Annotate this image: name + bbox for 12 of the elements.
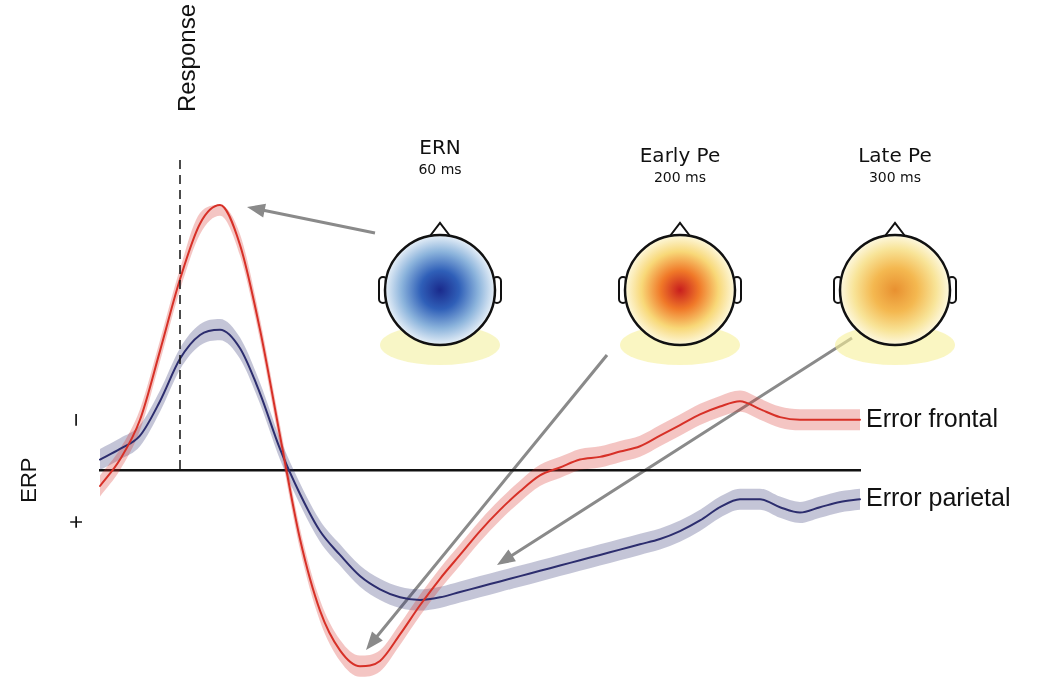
text: Early Pe xyxy=(638,143,722,167)
text: + xyxy=(61,515,89,530)
text: 200 ms xyxy=(652,168,708,187)
text: ERN xyxy=(418,135,462,159)
series-label: Error parietal xyxy=(866,483,1011,512)
y-axis-title: ERP xyxy=(16,457,42,503)
text: Response xyxy=(172,4,200,113)
text: − xyxy=(61,413,89,428)
text: Late Pe xyxy=(857,143,933,167)
text: 300 ms xyxy=(867,168,923,187)
text: 60 ms xyxy=(417,160,463,179)
series-label: Error frontal xyxy=(866,403,998,432)
